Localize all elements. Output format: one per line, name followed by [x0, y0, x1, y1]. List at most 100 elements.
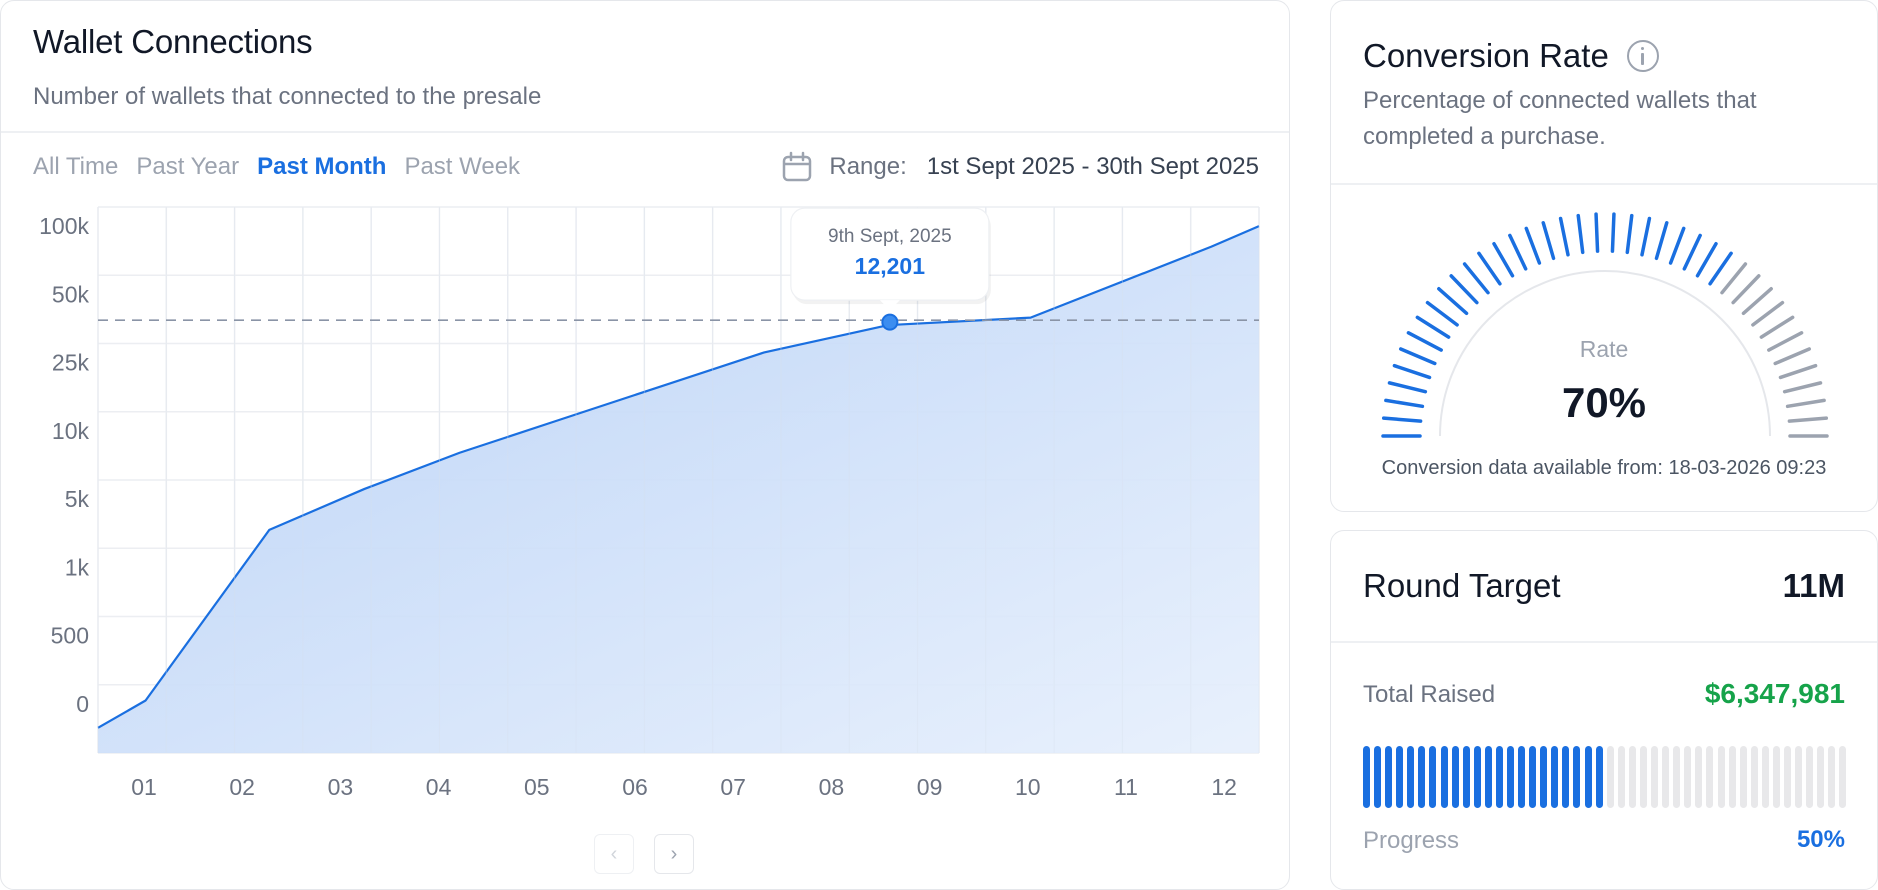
x-tick-label: 08 [819, 774, 845, 800]
progress-segment [1628, 746, 1636, 808]
round-target-card: Round Target 11M Total Raised $6,347,981… [1330, 530, 1878, 890]
progress-segment [1584, 746, 1592, 808]
x-tick-label: 02 [229, 774, 255, 800]
gauge-tick [1576, 213, 1585, 255]
tab-past-year[interactable]: Past Year [136, 153, 240, 180]
gauge-tick [1381, 416, 1423, 423]
gauge-tick [1406, 331, 1443, 352]
tab-all-time[interactable]: All Time [33, 153, 119, 180]
gauge-tick [1508, 233, 1528, 271]
y-tick-label: 500 [51, 623, 89, 649]
gauge-tick [1773, 347, 1811, 366]
total-raised-value: $6,347,981 [1704, 678, 1845, 709]
progress-value: 50% [1796, 826, 1845, 853]
progress-segment [1595, 746, 1603, 808]
progress-segment [1651, 746, 1659, 808]
progress-segment [1440, 746, 1448, 808]
y-tick-label: 25k [52, 350, 90, 376]
conversion-rate-header: Conversion Rate [1363, 37, 1659, 75]
progress-segment [1363, 746, 1370, 808]
progress-bar [1363, 746, 1847, 808]
conversion-gauge [1381, 212, 1829, 438]
chart-tooltip: 9th Sept, 2025 12,201 [790, 207, 991, 311]
progress-segment [1639, 746, 1647, 808]
progress-segment [1806, 746, 1814, 808]
y-tick-label: 50k [52, 281, 90, 307]
tab-past-month[interactable]: Past Month [257, 153, 387, 180]
gauge-tick [1625, 213, 1634, 255]
gauge-tick [1610, 212, 1616, 253]
progress-segment [1761, 746, 1769, 808]
divider [1, 131, 1289, 133]
gauge-tick [1392, 363, 1432, 380]
gauge-tick [1759, 315, 1795, 339]
gauge-tick [1751, 300, 1785, 327]
divider [1331, 183, 1877, 185]
progress-segment [1617, 746, 1625, 808]
wallet-connections-title: Wallet Connections [33, 23, 313, 60]
x-tick-label: 09 [917, 774, 943, 800]
tooltip-date: 9th Sept, 2025 [828, 226, 952, 247]
progress-segment [1817, 746, 1825, 808]
progress-segment [1562, 746, 1570, 808]
tab-past-week[interactable]: Past Week [404, 153, 521, 180]
gauge-tick [1731, 274, 1761, 305]
progress-segment [1462, 746, 1470, 808]
progress-segment [1739, 746, 1747, 808]
progress-segment [1407, 746, 1415, 808]
progress-segment [1374, 746, 1382, 808]
gauge-tick [1654, 221, 1669, 261]
gauge-tick [1782, 381, 1823, 394]
info-icon[interactable] [1626, 40, 1659, 72]
gauge-tick [1387, 381, 1428, 394]
chart-pager: ‹ › [594, 834, 694, 874]
gauge-inner-arc [1439, 270, 1771, 437]
range-label: Range: [829, 153, 907, 180]
round-target-title: Round Target [1363, 567, 1561, 604]
round-target-amount: 11M [1782, 567, 1845, 604]
progress-segment [1706, 746, 1714, 808]
progress-segment [1484, 746, 1492, 808]
tooltip-value: 12,201 [855, 253, 926, 279]
progress-segment [1507, 746, 1515, 808]
x-tick-label: 03 [328, 774, 354, 800]
progress-segment [1495, 746, 1503, 808]
gauge-tick [1720, 262, 1748, 295]
y-tick-label: 10k [52, 418, 90, 444]
calendar-icon[interactable] [781, 151, 813, 183]
progress-segment [1606, 746, 1614, 808]
x-tick-label: 11 [1114, 774, 1138, 800]
gauge-tick [1415, 315, 1451, 339]
x-tick-label: 12 [1211, 774, 1237, 800]
gauge-tick [1399, 347, 1437, 366]
gauge-tick [1594, 212, 1600, 253]
progress-segment [1573, 746, 1581, 808]
y-tick-label: 1k [65, 554, 90, 580]
progress-segment [1717, 746, 1725, 808]
x-tick-label: 05 [524, 774, 550, 800]
progress-segment [1396, 746, 1404, 808]
gauge-tick [1541, 221, 1556, 261]
x-tick-label: 06 [622, 774, 648, 800]
gauge-tick [1708, 251, 1733, 286]
series-line [97, 225, 1260, 729]
progress-segment [1518, 746, 1526, 808]
gauge-tick [1425, 300, 1459, 327]
progress-segment [1783, 746, 1791, 808]
progress-segment [1473, 746, 1481, 808]
next-page-button[interactable]: › [654, 834, 694, 874]
y-tick-label: 100k [39, 213, 89, 239]
gauge-tick [1787, 416, 1829, 423]
gauge-tick [1384, 398, 1425, 409]
range-value[interactable]: 1st Sept 2025 - 30th Sept 2025 [926, 153, 1259, 180]
gauge-tick [1682, 233, 1702, 271]
y-tick-label: 0 [76, 691, 89, 717]
gauge-tick [1558, 216, 1570, 257]
gauge-tick [1640, 216, 1652, 257]
gauge-tick [1524, 226, 1542, 265]
progress-segment [1662, 746, 1670, 808]
x-tick-label: 04 [426, 774, 452, 800]
date-range[interactable]: Range: 1st Sept 2025 - 30th Sept 2025 [781, 151, 1259, 183]
prev-page-button[interactable]: ‹ [594, 834, 634, 874]
progress-segment [1828, 746, 1836, 808]
